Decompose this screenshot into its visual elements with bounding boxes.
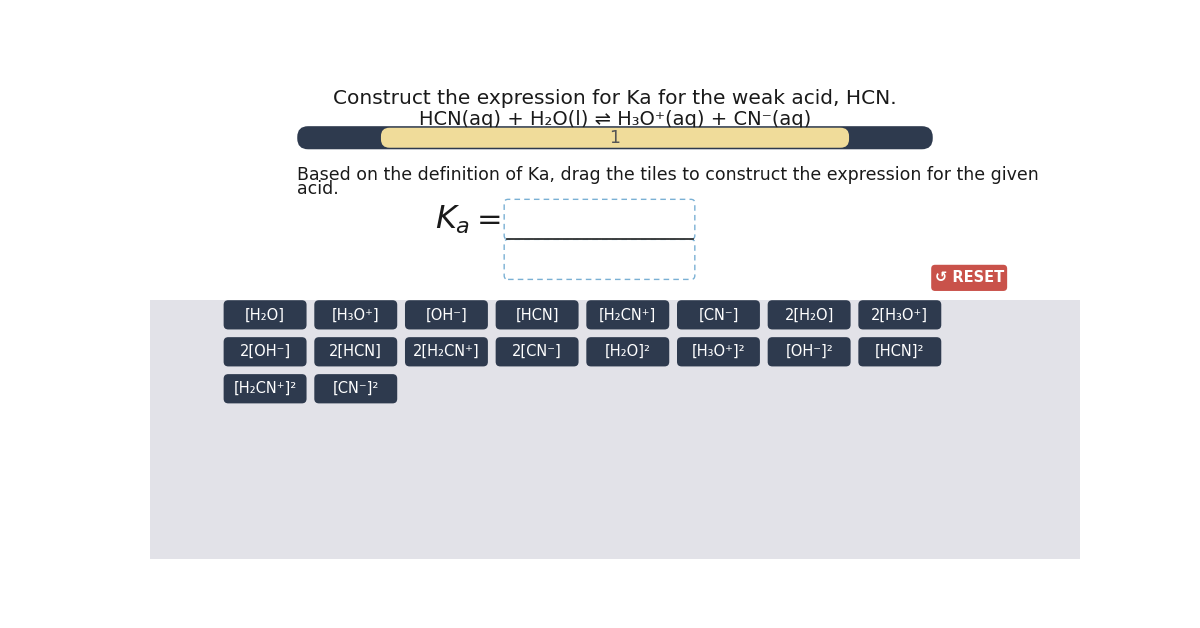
FancyBboxPatch shape [150,300,1080,559]
FancyBboxPatch shape [380,127,850,148]
Text: [CN⁻]: [CN⁻] [698,307,739,322]
FancyBboxPatch shape [314,374,397,403]
Text: 2[H₂CN⁺]: 2[H₂CN⁺] [413,344,480,359]
Text: acid.: acid. [298,180,340,198]
Text: Based on the definition of Ka, drag the tiles to construct the expression for th: Based on the definition of Ka, drag the … [298,166,1039,184]
FancyBboxPatch shape [496,337,578,366]
Text: 2[H₂O]: 2[H₂O] [785,307,834,322]
FancyBboxPatch shape [768,337,851,366]
Text: [H₂CN⁺]²: [H₂CN⁺]² [234,381,296,396]
Text: [HCN]: [HCN] [515,307,559,322]
FancyBboxPatch shape [314,337,397,366]
Text: 1: 1 [610,129,620,147]
FancyBboxPatch shape [404,300,488,330]
FancyBboxPatch shape [504,199,695,239]
Text: $\mathit{K}_a$: $\mathit{K}_a$ [434,204,470,236]
Text: [H₂O]²: [H₂O]² [605,344,650,359]
Text: [H₂CN⁺]: [H₂CN⁺] [599,307,656,322]
Text: ↺ RESET: ↺ RESET [935,271,1004,285]
FancyBboxPatch shape [223,374,306,403]
Text: HCN(aq) + H₂O(l) ⇌ H₃O⁺(aq) + CN⁻(aq): HCN(aq) + H₂O(l) ⇌ H₃O⁺(aq) + CN⁻(aq) [419,110,811,129]
FancyBboxPatch shape [768,300,851,330]
Text: [OH⁻]²: [OH⁻]² [785,344,833,359]
Text: [H₃O⁺]²: [H₃O⁺]² [691,344,745,359]
FancyBboxPatch shape [677,300,760,330]
FancyBboxPatch shape [858,300,941,330]
Text: 2[H₃O⁺]: 2[H₃O⁺] [871,307,929,322]
FancyBboxPatch shape [223,337,306,366]
FancyBboxPatch shape [223,300,306,330]
FancyBboxPatch shape [298,126,932,149]
FancyBboxPatch shape [677,337,760,366]
Text: 2[CN⁻]: 2[CN⁻] [512,344,562,359]
Text: [H₃O⁺]: [H₃O⁺] [332,307,379,322]
Text: [OH⁻]: [OH⁻] [426,307,467,322]
Text: [HCN]²: [HCN]² [875,344,924,359]
FancyBboxPatch shape [404,337,488,366]
Text: =: = [476,205,503,235]
FancyBboxPatch shape [587,300,670,330]
Text: 2[HCN]: 2[HCN] [329,344,383,359]
FancyBboxPatch shape [314,300,397,330]
Text: 2[OH⁻]: 2[OH⁻] [240,344,290,359]
Text: [CN⁻]²: [CN⁻]² [332,381,379,396]
Text: [H₂O]: [H₂O] [245,307,286,322]
FancyBboxPatch shape [496,300,578,330]
FancyBboxPatch shape [504,239,695,279]
FancyBboxPatch shape [858,337,941,366]
FancyBboxPatch shape [587,337,670,366]
FancyBboxPatch shape [931,265,1007,291]
Text: Construct the expression for Ka for the weak acid, HCN.: Construct the expression for Ka for the … [334,89,896,108]
